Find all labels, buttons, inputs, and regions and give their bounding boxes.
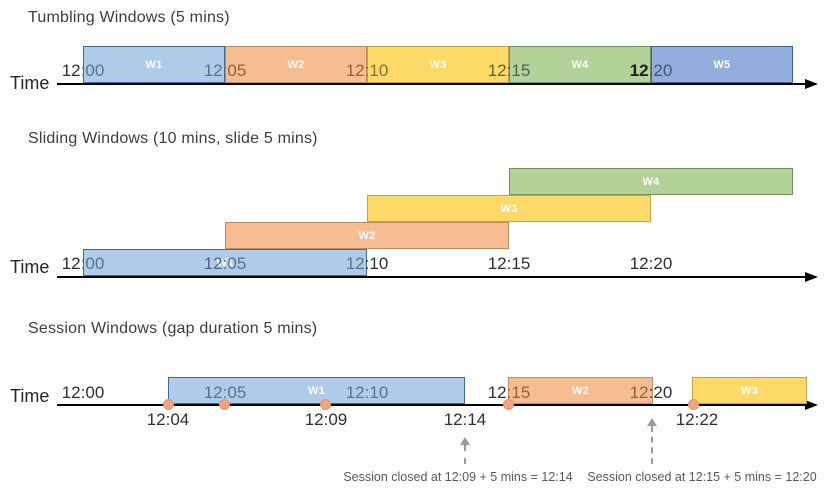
tick-label-part: :20 [648, 383, 673, 402]
tick-label-part: 12 [487, 61, 507, 80]
tick-label: 12:05 [195, 383, 255, 402]
tick-label: 12:00 [53, 254, 113, 273]
tick-label-part: :15 [506, 61, 531, 80]
tick-label-part: 12 [629, 254, 649, 273]
tick-label-part: :15 [506, 383, 531, 402]
tick-label: 12:05 [195, 254, 255, 273]
event-time-label: 12:09 [304, 410, 348, 429]
window-label: W1 [307, 384, 326, 397]
event-dot [687, 398, 699, 410]
tick-label-part: 12 [61, 383, 81, 402]
tick-label-part: :15 [506, 254, 531, 273]
tick-label-part: 12 [203, 254, 223, 273]
tick-label-part: :00 [80, 254, 105, 273]
tick-label-part: :10 [364, 383, 389, 402]
section-title-tumbling: Tumbling Windows (5 mins) [28, 9, 230, 26]
window-label: W4 [642, 175, 660, 188]
tick-label-part: :05 [222, 383, 247, 402]
tick-label-part: :00 [80, 61, 105, 80]
section-title-session: Session Windows (gap duration 5 mins) [28, 320, 318, 337]
tick-label-part: 12 [629, 383, 649, 402]
tick-label-part: 12 [345, 383, 365, 402]
window-box-sliding-w2: W2 [225, 222, 509, 249]
event-time-label: 12:22 [675, 410, 719, 429]
time-axis-label: Time [10, 73, 50, 93]
window-box-session-w2: W2 [508, 377, 653, 404]
time-axis-label: Time [10, 257, 50, 277]
arrow-right-icon [805, 79, 818, 89]
tick-label-part: 12 [61, 61, 81, 80]
window-box-session-w1: W1 [168, 377, 465, 404]
window-box-sliding-w3: W3 [367, 195, 651, 222]
window-label: W2 [287, 58, 305, 71]
tick-label-part: 12 [629, 61, 649, 80]
tick-label-part: 12 [487, 254, 507, 273]
tick-label-part: :20 [648, 254, 673, 273]
tick-label-part: 12 [345, 254, 365, 273]
timeline-axis [57, 404, 805, 406]
window-box-tumbling-w2: W2 [225, 46, 367, 83]
tick-label: 12:00 [53, 383, 113, 402]
window-label: W2 [358, 229, 376, 242]
tick-label: 12:20 [621, 61, 681, 80]
tick-label: 12:05 [195, 61, 255, 80]
tick-label-part: 12 [203, 383, 223, 402]
window-label: W3 [429, 58, 447, 71]
window-label: W5 [713, 58, 731, 71]
window-label: W2 [571, 384, 590, 397]
event-dot [502, 398, 514, 410]
window-label: W4 [571, 58, 589, 71]
arrow-up-icon [647, 418, 657, 426]
window-box-session-w3: W3 [692, 377, 807, 404]
event-dot [162, 398, 174, 410]
window-label: W3 [740, 384, 759, 397]
arrow-right-icon [805, 272, 818, 282]
tick-label-part: :05 [222, 254, 247, 273]
window-box-tumbling-w3: W3 [367, 46, 509, 83]
tick-label-part: 12 [203, 61, 223, 80]
window-box-sliding-w1: W1 [83, 249, 367, 276]
tick-label: 12:00 [53, 61, 113, 80]
session-closed-annotation: Session closed at 12:09 + 5 mins = 12:14 [343, 470, 573, 484]
tick-label-part: :10 [364, 61, 389, 80]
tick-label: 12:20 [621, 254, 681, 273]
window-label: W1 [216, 256, 234, 269]
timeline-axis [57, 83, 805, 85]
tick-label: 12:20 [621, 383, 681, 402]
dashed-arrow-shaft [651, 426, 653, 464]
window-box-sliding-w4: W4 [509, 168, 793, 195]
session-closed-annotation: Session closed at 12:15 + 5 mins = 12:20 [587, 470, 817, 484]
tick-label-part: 12 [345, 61, 365, 80]
event-dot [218, 398, 230, 410]
dashed-arrow-shaft [464, 445, 466, 464]
window-box-tumbling-w5: W5 [651, 46, 793, 83]
arrow-up-icon [460, 437, 470, 445]
event-dot [319, 398, 331, 410]
time-axis-label: Time [10, 386, 50, 406]
window-box-tumbling-w4: W4 [509, 46, 651, 83]
tick-label: 12:10 [337, 61, 397, 80]
window-label: W3 [500, 202, 518, 215]
tick-label: 12:15 [479, 61, 539, 80]
tick-label-part: :05 [222, 61, 247, 80]
tick-label: 12:15 [479, 383, 539, 402]
tick-label-part: :00 [80, 383, 105, 402]
event-time-label: 12:04 [146, 410, 190, 429]
tick-label-part: :20 [648, 61, 673, 80]
tick-label: 12:10 [337, 254, 397, 273]
window-label: W1 [145, 58, 163, 71]
tick-label-part: 12 [61, 254, 81, 273]
event-time-label: 12:14 [443, 410, 487, 429]
section-title-sliding: Sliding Windows (10 mins, slide 5 mins) [28, 130, 318, 147]
tick-label-part: :10 [364, 254, 389, 273]
window-box-tumbling-w1: W1 [83, 46, 225, 83]
tick-label-part: 12 [487, 383, 507, 402]
tick-label: 12:15 [479, 254, 539, 273]
tick-label: 12:10 [337, 383, 397, 402]
arrow-right-icon [805, 400, 818, 410]
timeline-axis [57, 276, 805, 278]
